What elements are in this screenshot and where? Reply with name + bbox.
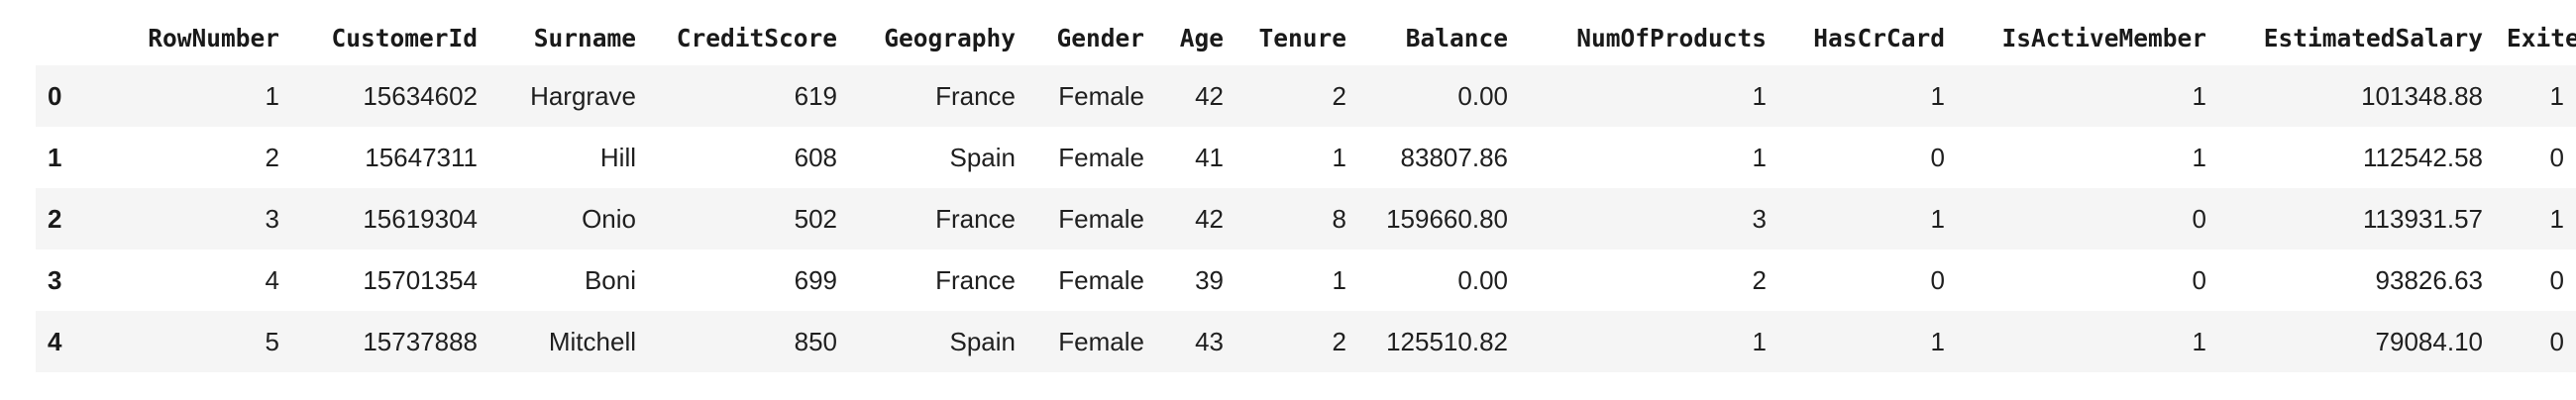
table-cell: 0 <box>2192 203 2206 234</box>
table-cell: 0 <box>2549 326 2564 356</box>
table-cell: 0.00 <box>1457 80 1508 111</box>
table-cell: Spain <box>949 326 1017 356</box>
table-cell: 101348.88 <box>2361 80 2483 111</box>
table-cell: 1 <box>1930 203 1945 234</box>
table-cell: Hargrave <box>530 80 636 111</box>
table-cell: 1 <box>1752 142 1767 172</box>
table-cell: 15647311 <box>365 142 478 172</box>
table-cell: Spain <box>949 142 1017 172</box>
table-cell: 502 <box>794 203 837 234</box>
table-cell: 0 <box>2549 142 2564 172</box>
table-cell: Female <box>1058 80 1144 111</box>
table-cell: 42 <box>1195 203 1224 234</box>
table-cell: 850 <box>794 326 837 356</box>
row-index: 4 <box>48 326 62 356</box>
table-cell: 2 <box>265 142 279 172</box>
table-row: 2 3 15619304 Onio 502 France Female 42 8… <box>36 188 2576 250</box>
table-cell: 159660.80 <box>1386 203 1508 234</box>
table-cell: 15619304 <box>363 203 478 234</box>
column-header: RowNumber <box>148 23 279 52</box>
table-cell: 15634602 <box>363 80 478 111</box>
table-cell: 2 <box>1332 80 1346 111</box>
header-row: RowNumber CustomerId Surname CreditScore… <box>36 10 2576 65</box>
table-cell: 3 <box>1752 203 1767 234</box>
table-cell: 1 <box>2549 203 2564 234</box>
table-cell: 0 <box>1930 142 1945 172</box>
column-header: EstimatedSalary <box>2263 23 2483 52</box>
table-cell: 113931.57 <box>2363 203 2483 234</box>
table-cell: Female <box>1058 142 1144 172</box>
table-cell: 3 <box>265 203 279 234</box>
table-cell: 39 <box>1195 264 1224 295</box>
table-cell: 112542.58 <box>2363 142 2483 172</box>
row-index: 2 <box>48 203 62 234</box>
table-cell: 4 <box>265 264 279 295</box>
table-cell: Boni <box>584 264 636 295</box>
table-cell: 0 <box>2192 264 2206 295</box>
table-row: 4 5 15737888 Mitchell 850 Spain Female 4… <box>36 311 2576 372</box>
column-header: Age <box>1179 23 1224 52</box>
index-header <box>36 10 79 65</box>
table-row: 0 1 15634602 Hargrave 619 France Female … <box>36 65 2576 127</box>
table-cell: 1 <box>1752 326 1767 356</box>
table-cell: Hill <box>599 142 636 172</box>
table-cell: 1 <box>2549 80 2564 111</box>
table-cell: 1 <box>2192 80 2206 111</box>
table-cell: 1 <box>1930 326 1945 356</box>
table-cell: Female <box>1058 326 1144 356</box>
table-cell: 1 <box>2192 142 2206 172</box>
column-header: CreditScore <box>676 23 837 52</box>
table-cell: 93826.63 <box>2375 264 2483 295</box>
column-header: Surname <box>533 23 636 52</box>
table-cell: 0 <box>1930 264 1945 295</box>
table-cell: Onio <box>582 203 636 234</box>
column-header: Gender <box>1056 23 1144 52</box>
table-cell: 1 <box>1752 80 1767 111</box>
table-cell: 0.00 <box>1457 264 1508 295</box>
table-cell: 699 <box>794 264 837 295</box>
column-header: NumOfProducts <box>1576 23 1767 52</box>
table-cell: 15737888 <box>363 326 478 356</box>
table-cell: France <box>935 80 1016 111</box>
table-cell: France <box>935 264 1016 295</box>
table-cell: 2 <box>1752 264 1767 295</box>
table-cell: 5 <box>265 326 279 356</box>
row-index: 3 <box>48 264 62 295</box>
table-row: 1 2 15647311 Hill 608 Spain Female 41 1 … <box>36 127 2576 188</box>
table-cell: 83807.86 <box>1400 142 1508 172</box>
column-header: Geography <box>884 23 1016 52</box>
table-cell: Mitchell <box>548 326 636 356</box>
row-index: 0 <box>48 80 62 111</box>
table-cell: 1 <box>1332 142 1346 172</box>
table-cell: 0 <box>2549 264 2564 295</box>
table-cell: 619 <box>794 80 837 111</box>
table-cell: 1 <box>2192 326 2206 356</box>
table-cell: 2 <box>1332 326 1346 356</box>
column-header: CustomerId <box>331 23 478 52</box>
table-cell: France <box>935 203 1016 234</box>
table-cell: 125510.82 <box>1386 326 1508 356</box>
table-cell: 15701354 <box>363 264 478 295</box>
column-header: Exited <box>2507 23 2576 52</box>
table-cell: 43 <box>1195 326 1224 356</box>
table-cell: 41 <box>1195 142 1224 172</box>
table-cell: 608 <box>794 142 837 172</box>
row-index: 1 <box>48 142 62 172</box>
table-cell: Female <box>1058 203 1144 234</box>
table-cell: 42 <box>1195 80 1224 111</box>
table-cell: 79084.10 <box>2375 326 2483 356</box>
table-cell: 1 <box>265 80 279 111</box>
table-cell: Female <box>1058 264 1144 295</box>
dataframe-output: RowNumber CustomerId Surname CreditScore… <box>36 10 2576 372</box>
table-cell: 1 <box>1930 80 1945 111</box>
table-cell: 8 <box>1332 203 1346 234</box>
table-cell: 1 <box>1332 264 1346 295</box>
table-row: 3 4 15701354 Boni 699 France Female 39 1… <box>36 250 2576 311</box>
dataframe-table: RowNumber CustomerId Surname CreditScore… <box>36 10 2576 372</box>
column-header: IsActiveMember <box>2001 23 2206 52</box>
column-header: Tenure <box>1258 23 1346 52</box>
column-header: HasCrCard <box>1813 23 1945 52</box>
column-header: Balance <box>1405 23 1508 52</box>
